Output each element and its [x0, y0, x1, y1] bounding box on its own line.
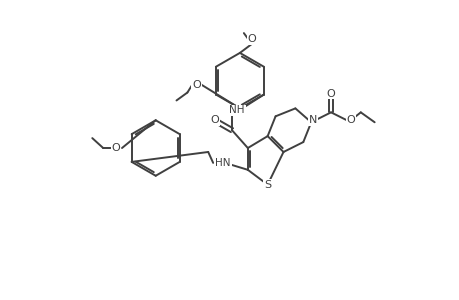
Text: O: O: [326, 88, 335, 98]
Text: O: O: [346, 115, 354, 125]
Text: S: S: [263, 180, 271, 190]
Text: O: O: [210, 115, 219, 125]
Text: O: O: [191, 80, 200, 90]
Text: HN: HN: [215, 158, 230, 168]
Text: O: O: [247, 34, 256, 44]
Text: NH: NH: [229, 105, 244, 116]
Text: O: O: [112, 143, 120, 153]
Text: N: N: [308, 115, 317, 125]
